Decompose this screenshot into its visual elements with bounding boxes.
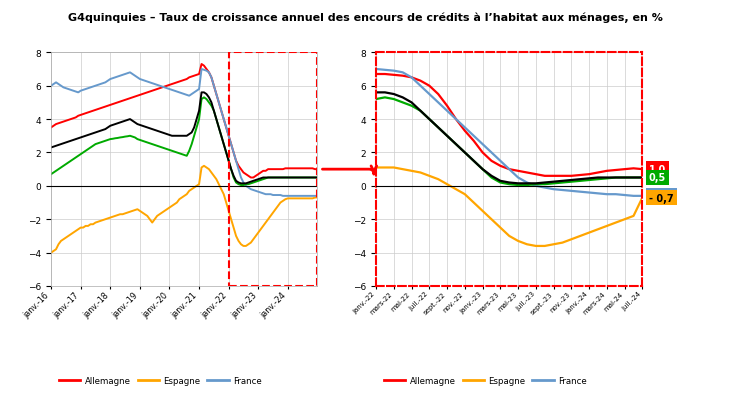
Legend: Italie, zone euro: Italie, zone euro <box>55 407 185 409</box>
Text: - 0,7: - 0,7 <box>649 193 674 203</box>
Text: 1,0: 1,0 <box>649 165 666 175</box>
Legend: Italie, zone euro: Italie, zone euro <box>380 407 510 409</box>
Text: - 0,6: - 0,6 <box>649 191 674 201</box>
Bar <box>228 53 318 286</box>
Text: 0,5: 0,5 <box>649 173 666 183</box>
Text: 0,5: 0,5 <box>649 173 666 183</box>
Text: G4quinquies – Taux de croissance annuel des encours de crédits à l’habitat aux m: G4quinquies – Taux de croissance annuel … <box>68 12 662 23</box>
